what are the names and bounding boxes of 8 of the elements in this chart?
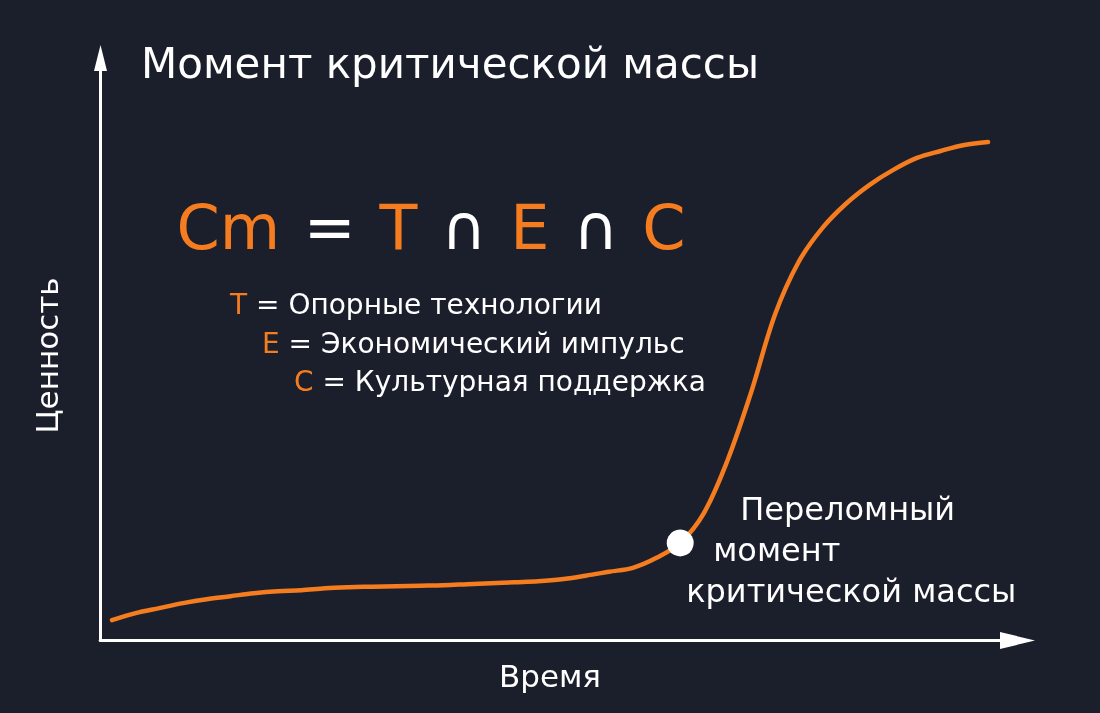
annotation: C = Культурная поддержка: [294, 365, 707, 399]
annotation: E = Экономический импульс: [262, 327, 685, 361]
y-axis-title: Ценность: [28, 277, 65, 434]
annotation: T = Опорные технологии: [230, 288, 602, 322]
annotation: Переломный момент критической массы: [686, 489, 1017, 610]
chart-title: Момент критической массы: [141, 38, 760, 88]
annotation: Cm = T ∩ E ∩ C: [176, 190, 686, 264]
x-axis-title: Время: [498, 657, 602, 694]
